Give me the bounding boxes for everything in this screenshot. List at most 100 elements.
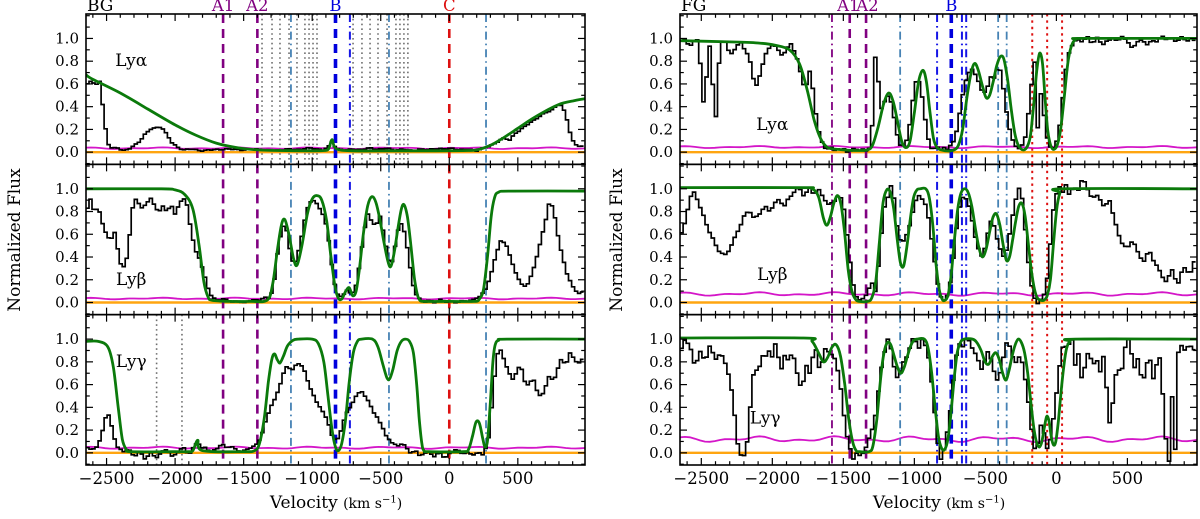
- x-axis-unit: (km s−1): [343, 494, 403, 512]
- subpanel-BG-2: [86, 314, 585, 465]
- subpanel-BG-1: [86, 164, 585, 315]
- y-tick-label: 0.8: [649, 52, 673, 70]
- x-tick-label: −2500: [79, 469, 135, 488]
- model-curve: [680, 186, 1197, 304]
- y-axis-title-right: Normalized Flux: [607, 168, 627, 312]
- component-label: B: [329, 0, 341, 15]
- x-tick-label: −2500: [673, 469, 729, 488]
- model-curve: [86, 337, 585, 454]
- x-axis-title-left: Velocity (km s−1): [270, 493, 402, 513]
- y-tick-label: 0.0: [55, 293, 79, 311]
- model-curve: [86, 187, 585, 304]
- y-tick-label: 0.8: [649, 203, 673, 221]
- y-tick-label: 0.8: [649, 353, 673, 371]
- component-label: A2: [855, 0, 878, 15]
- component-label: C: [443, 0, 456, 15]
- x-axis-word: Velocity: [269, 493, 338, 513]
- ion-label: Lyα: [756, 115, 789, 135]
- component-label: B: [945, 0, 957, 15]
- subpanel-FG-2: [680, 314, 1197, 465]
- ion-label: Lyα: [115, 51, 148, 71]
- x-tick-label: −500: [358, 469, 403, 488]
- y-tick-label: 0.0: [649, 143, 673, 161]
- panel-BG: Lyα 0.0 0.2 0.4 0.6 0.8 1.0 Lyβ 0.0 0.2 0.4 0.6 0.8 1…: [55, 0, 586, 488]
- subpanel-frame: [679, 313, 1198, 466]
- component-label: A1: [836, 0, 859, 15]
- ticks: [86, 14, 585, 165]
- x-tick-label: −2000: [744, 469, 800, 488]
- panel-corner-label: FG: [681, 0, 706, 16]
- y-tick-label: 0.4: [55, 98, 79, 116]
- x-tick-label: −500: [963, 469, 1008, 488]
- model-curve: [680, 36, 1197, 153]
- x-axis-title-right: Velocity (km s−1): [873, 493, 1005, 513]
- y-tick-label: 0.8: [55, 203, 79, 221]
- ion-label: Lyγ: [750, 409, 781, 429]
- ion-label: Lyγ: [116, 352, 147, 372]
- ticks: [86, 314, 585, 465]
- y-tick-label: 0.0: [55, 444, 79, 462]
- subpanel-FG-1: [680, 164, 1197, 315]
- y-tick-label: 0.6: [649, 225, 673, 243]
- error-curve: [86, 296, 585, 301]
- y-tick-label: 0.2: [649, 120, 673, 138]
- ticks: [680, 314, 1197, 465]
- y-tick-label: 1.0: [649, 29, 673, 47]
- ticks: [86, 164, 585, 315]
- x-tick-label: 0: [1051, 469, 1062, 488]
- panel-corner-label: BG: [87, 0, 113, 16]
- y-tick-label: 0.4: [55, 248, 79, 266]
- y-tick-label: 0.2: [55, 421, 79, 439]
- model-curve: [86, 73, 585, 153]
- y-tick-label: 1.0: [649, 180, 673, 198]
- y-tick-label: 0.8: [55, 353, 79, 371]
- ticks: [680, 14, 1197, 165]
- x-axis-unit: (km s−1): [946, 494, 1006, 512]
- y-tick-label: 0.4: [649, 98, 673, 116]
- y-tick-label: 0.0: [649, 293, 673, 311]
- y-tick-label: 0.4: [649, 248, 673, 266]
- x-tick-label: 500: [1112, 469, 1144, 488]
- error-curve: [680, 291, 1197, 297]
- component-label: A1: [211, 0, 234, 15]
- subpanel-frame: [679, 13, 1198, 166]
- x-tick-label: −1500: [815, 469, 871, 488]
- spectrum-curve: [680, 337, 1196, 462]
- y-tick-label: 0.8: [55, 52, 79, 70]
- x-tick-label: 0: [444, 469, 455, 488]
- y-tick-label: 0.2: [649, 271, 673, 289]
- ion-label: Lyβ: [116, 270, 146, 290]
- y-tick-label: 1.0: [55, 29, 79, 47]
- y-tick-label: 0.2: [55, 271, 79, 289]
- x-tick-label: −2000: [147, 469, 203, 488]
- y-tick-label: 0.0: [55, 143, 79, 161]
- y-tick-label: 1.0: [55, 180, 79, 198]
- y-tick-label: 0.6: [55, 75, 79, 93]
- y-tick-label: 1.0: [55, 330, 79, 348]
- subpanel-BG-0: [86, 14, 585, 165]
- y-tick-label: 0.6: [55, 225, 79, 243]
- x-tick-label: −1000: [284, 469, 340, 488]
- x-tick-label: 500: [502, 469, 534, 488]
- y-tick-label: 0.4: [55, 398, 79, 416]
- subpanel-frame: [85, 313, 586, 466]
- ion-label: Lyβ: [757, 265, 787, 285]
- y-tick-label: 0.4: [649, 398, 673, 416]
- y-tick-label: 1.0: [649, 330, 673, 348]
- y-tick-label: 0.6: [649, 376, 673, 394]
- y-axis-title-left: Normalized Flux: [5, 168, 25, 312]
- model-curve: [680, 336, 1197, 454]
- x-tick-label: −1000: [886, 469, 942, 488]
- y-tick-label: 0.6: [55, 376, 79, 394]
- panel-FG: Lyα 0.0 0.2 0.4 0.6 0.8 1.0 Lyβ 0.0 0.2 0.4 0.6 0.8 1…: [649, 0, 1198, 488]
- component-label: A2: [245, 0, 268, 15]
- subpanel-FG-0: [680, 14, 1197, 165]
- y-tick-label: 0.6: [649, 75, 673, 93]
- x-axis-word: Velocity: [872, 493, 941, 513]
- y-tick-label: 0.0: [649, 444, 673, 462]
- y-tick-label: 0.2: [649, 421, 673, 439]
- x-tick-label: −1500: [216, 469, 272, 488]
- y-tick-label: 0.2: [55, 120, 79, 138]
